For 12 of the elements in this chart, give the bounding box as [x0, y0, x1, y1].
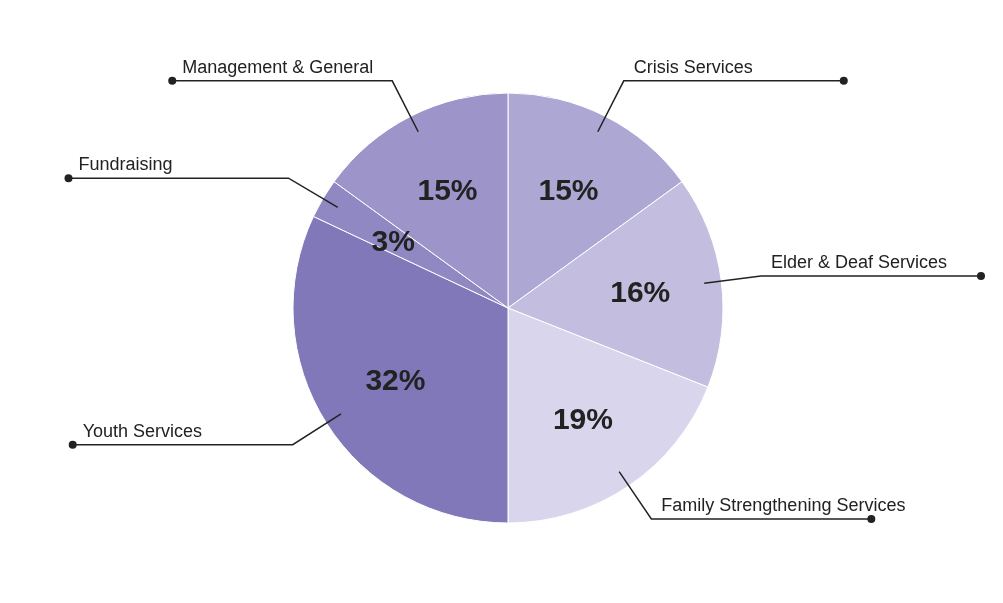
slice-label: Youth Services — [82, 420, 203, 441]
data-label: 19% — [552, 401, 613, 435]
data-label: 3% — [371, 223, 415, 257]
slice-label: Family Strengthening Services — [661, 494, 906, 515]
data-label: 15% — [417, 172, 478, 206]
slice-label: Elder & Deaf Services — [770, 252, 948, 273]
data-label: 32% — [365, 362, 426, 396]
slice-label: Fundraising — [78, 154, 173, 175]
slice-label: Management & General — [182, 56, 374, 77]
data-label: 15% — [538, 172, 599, 206]
slice-label: Crisis Services — [633, 56, 753, 77]
data-label: 16% — [610, 274, 671, 308]
